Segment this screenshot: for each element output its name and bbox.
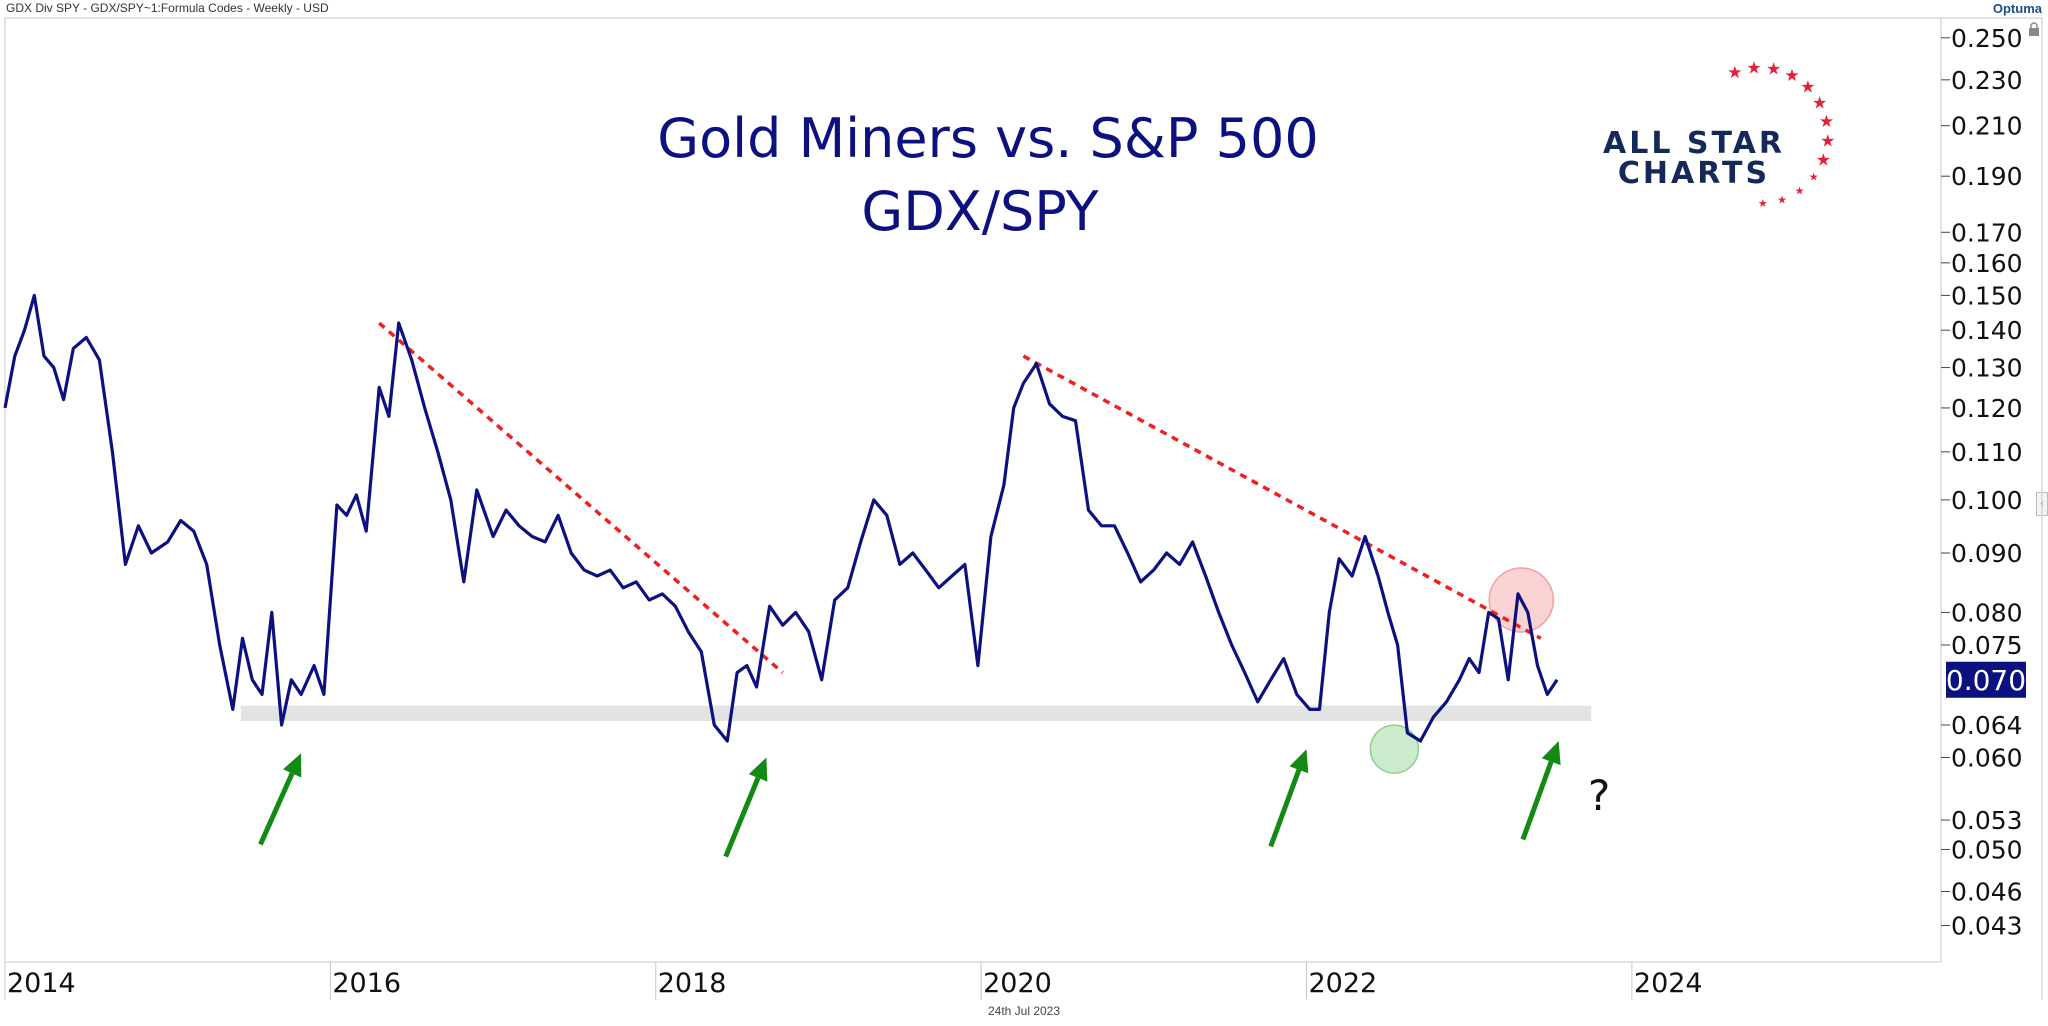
arrow-head xyxy=(748,757,768,782)
series-layer xyxy=(3,293,1559,743)
question-annotation: ? xyxy=(1588,771,1610,820)
y-tick-label: 0.230 xyxy=(1951,66,2023,95)
y-tick-label: 0.250 xyxy=(1951,24,2023,53)
support-band xyxy=(240,705,1592,722)
x-ticks-layer: 2014 2016 2018 2020 2022 2024 xyxy=(4,962,1703,1000)
logo-star: ★ xyxy=(1819,112,1834,132)
y-tick-label: 0.140 xyxy=(1951,316,2023,345)
y-tick-label: 0.090 xyxy=(1951,539,2023,568)
logo-star: ★ xyxy=(1784,66,1799,86)
y-tick-label: 0.064 xyxy=(1951,711,2023,740)
plot-border xyxy=(4,17,2043,1000)
logo-stars: ★ ★ ★ ★★★★★★★★★★ xyxy=(1727,58,1835,210)
y-tick-label: 0.050 xyxy=(1951,835,2023,864)
arrow-shaft xyxy=(1520,760,1554,841)
x-tick-label: 2024 xyxy=(1634,968,1703,999)
arrow-head xyxy=(1541,741,1561,766)
logo-star: ★ xyxy=(1766,59,1781,79)
logo-star: ★ xyxy=(1809,171,1819,184)
x-tick-label: 2014 xyxy=(7,968,76,999)
brand-name: Optuma xyxy=(1992,1,2042,16)
y-tick-label: 0.150 xyxy=(1951,281,2023,310)
logo-star: ★ xyxy=(1758,197,1768,210)
support-band-layer xyxy=(240,705,1592,722)
chart-subtitle: GDX/SPY xyxy=(861,180,1099,243)
lock-icon[interactable] xyxy=(2028,22,2040,36)
arrow-shaft xyxy=(1268,768,1302,848)
arrows-layer xyxy=(258,741,1561,858)
x-tick-label: 2022 xyxy=(1309,968,1378,999)
logo-star: ★ xyxy=(1727,63,1742,83)
all-star-charts-logo: ALL STAR CHARTS ★ ★ ★ ★★★★★★★★★★ xyxy=(1603,58,1835,210)
logo-star: ★ xyxy=(1746,58,1761,78)
y-tick-label: 0.160 xyxy=(1951,249,2023,278)
y-tick-label: 0.110 xyxy=(1951,438,2023,467)
arrow-shaft xyxy=(258,772,295,846)
arrow-shaft xyxy=(723,776,761,858)
symbol-info: GDX Div SPY - GDX/SPY~1:Formula Codes - … xyxy=(6,1,329,15)
logo-star: ★ xyxy=(1816,151,1831,171)
green-arrow xyxy=(258,753,302,846)
y-tick-label: 0.046 xyxy=(1951,878,2023,907)
y-tick-label: 0.053 xyxy=(1951,806,2023,835)
green-arrow xyxy=(1268,749,1309,848)
logo-star: ★ xyxy=(1795,184,1805,197)
logo-line2: CHARTS xyxy=(1618,156,1770,191)
logo-star: ★ xyxy=(1820,131,1835,151)
y-tick-label: 0.170 xyxy=(1951,218,2023,247)
series-line xyxy=(3,293,1559,743)
arrow-head xyxy=(283,753,302,778)
y-tick-label: 0.100 xyxy=(1951,486,2023,515)
trendline xyxy=(378,321,784,674)
y-tick-label: 0.190 xyxy=(1951,162,2023,191)
logo-star: ★ xyxy=(1800,78,1815,98)
last-value-label: 0.070 xyxy=(1946,664,2026,697)
y-tick-label: 0.060 xyxy=(1951,744,2023,773)
x-tick-label: 2020 xyxy=(983,968,1052,999)
logo-star: ★ xyxy=(1777,193,1787,206)
highlight-circles-layer xyxy=(1369,567,1555,774)
logo-star: ★ xyxy=(1812,93,1827,113)
green-arrow xyxy=(1520,741,1561,841)
y-tick-label: 0.080 xyxy=(1951,598,2023,627)
trendlines-layer xyxy=(378,321,1542,674)
y-tick-label: 0.130 xyxy=(1951,354,2023,383)
y-tick-label: 0.210 xyxy=(1951,112,2023,141)
x-tick-label: 2018 xyxy=(658,968,727,999)
green-arrow xyxy=(723,757,768,858)
footer-date: 24th Jul 2023 xyxy=(987,1004,1061,1018)
chart-title: Gold Miners vs. S&P 500 xyxy=(657,107,1318,170)
highlight-circle xyxy=(1369,724,1420,774)
x-tick-label: 2016 xyxy=(332,968,401,999)
y-tick-label: 0.120 xyxy=(1951,394,2023,423)
last-value-marker: 0.070 xyxy=(1946,661,2026,698)
logo-line1: ALL STAR xyxy=(1603,126,1785,161)
y-tick-label: 0.043 xyxy=(1951,912,2023,941)
arrow-head xyxy=(1289,749,1309,774)
trendline xyxy=(1022,354,1542,640)
y-tick-label: 0.075 xyxy=(1951,631,2023,660)
